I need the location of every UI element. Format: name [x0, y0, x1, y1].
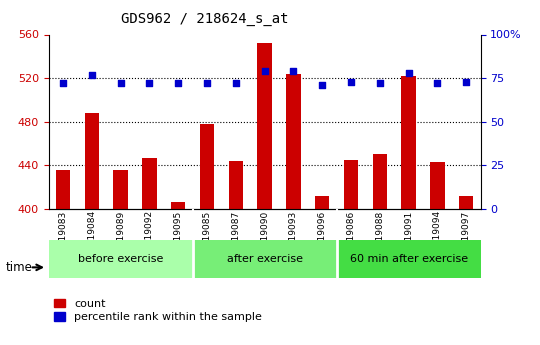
Text: GSM19089: GSM19089: [116, 210, 125, 259]
Point: [202, 80, 211, 86]
Bar: [344, 160, 358, 209]
Bar: [113, 169, 128, 209]
Point: [116, 80, 125, 86]
Point: [375, 80, 384, 86]
Point: [404, 70, 413, 76]
Bar: [373, 154, 387, 209]
Bar: [430, 162, 444, 209]
Bar: [200, 124, 214, 209]
Text: GSM19092: GSM19092: [145, 210, 154, 259]
Text: GSM19093: GSM19093: [289, 210, 298, 259]
Text: time: time: [5, 261, 32, 274]
Bar: [171, 202, 185, 209]
Text: GDS962 / 218624_s_at: GDS962 / 218624_s_at: [122, 12, 289, 26]
Point: [145, 80, 154, 86]
Bar: [336, 240, 481, 278]
Text: after exercise: after exercise: [227, 254, 302, 264]
Text: GSM19090: GSM19090: [260, 210, 269, 259]
Text: before exercise: before exercise: [78, 254, 163, 264]
Point: [232, 80, 240, 86]
Bar: [228, 161, 243, 209]
Text: GSM19094: GSM19094: [433, 210, 442, 259]
Bar: [459, 196, 474, 209]
Bar: [193, 240, 336, 278]
Bar: [85, 113, 99, 209]
Point: [462, 79, 470, 84]
Point: [59, 80, 68, 86]
Text: GSM19087: GSM19087: [231, 210, 240, 259]
Point: [87, 72, 96, 77]
Bar: [49, 240, 193, 278]
Text: GSM19095: GSM19095: [174, 210, 183, 259]
Text: GSM19091: GSM19091: [404, 210, 413, 259]
Point: [318, 82, 327, 88]
Bar: [286, 74, 301, 209]
Text: GSM19083: GSM19083: [58, 210, 68, 259]
Text: 60 min after exercise: 60 min after exercise: [349, 254, 468, 264]
Point: [260, 68, 269, 74]
Point: [174, 80, 183, 86]
Text: GSM19085: GSM19085: [202, 210, 212, 259]
Point: [433, 80, 442, 86]
Text: GSM19084: GSM19084: [87, 210, 96, 259]
Bar: [56, 169, 70, 209]
Text: GSM19086: GSM19086: [347, 210, 355, 259]
Bar: [142, 158, 157, 209]
Bar: [258, 43, 272, 209]
Bar: [315, 196, 329, 209]
Point: [347, 79, 355, 84]
Bar: [401, 76, 416, 209]
Text: GSM19096: GSM19096: [318, 210, 327, 259]
Text: GSM19088: GSM19088: [375, 210, 384, 259]
Legend: count, percentile rank within the sample: count, percentile rank within the sample: [54, 299, 262, 322]
Text: GSM19097: GSM19097: [462, 210, 471, 259]
Point: [289, 68, 298, 74]
